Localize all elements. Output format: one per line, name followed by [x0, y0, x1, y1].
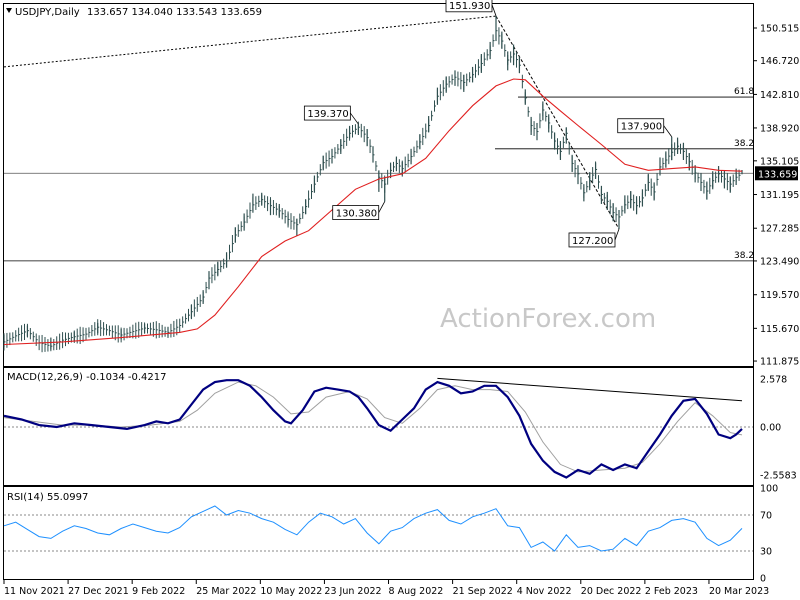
- annotation-label: 127.200: [572, 236, 613, 247]
- price-tick-label: 131.195: [760, 190, 799, 201]
- date-tick-label: 9 Feb 2022: [132, 586, 185, 597]
- annotation-label: 151.930: [449, 1, 490, 12]
- annotation-label: 137.900: [621, 122, 662, 133]
- date-tick-label: 4 Nov 2022: [517, 586, 572, 597]
- rsi-tick-label: 0: [760, 574, 766, 585]
- fib-level-label: 38.2: [734, 139, 754, 149]
- symbol-label: USDJPY,Daily: [15, 7, 80, 18]
- date-tick-label: 20 Mar 2023: [709, 586, 769, 597]
- date-x-axis: 11 Nov 2021 27 Dec 2021 9 Feb 2022 25 Mar 2…: [3, 580, 769, 597]
- date-tick-label: 25 Mar 2022: [196, 586, 256, 597]
- price-tick-label: 127.285: [760, 224, 799, 235]
- macd-indicator: 2.578 0.00 -2.5583: [3, 374, 797, 481]
- fib-level-label: 61.8: [734, 87, 754, 97]
- annotation-pointer: [663, 125, 673, 137]
- rsi-tick-label: 100: [760, 484, 778, 495]
- macd-tick-label: -2.5583: [760, 470, 797, 481]
- date-tick-label: 2 Feb 2023: [645, 586, 698, 597]
- last-price-label: 133.659: [758, 169, 797, 180]
- long-term-trendline: [3, 15, 497, 68]
- price-tick-label: 138.920: [760, 123, 799, 134]
- date-tick-label: 20 Dec 2022: [581, 586, 642, 597]
- date-tick-label: 8 Aug 2022: [389, 586, 444, 597]
- price-tick-label: 146.720: [760, 56, 799, 67]
- macd-trendline: [437, 377, 743, 402]
- annotation-pointer: [491, 4, 497, 16]
- rsi-title: RSI(14) 55.0997: [7, 492, 88, 503]
- macd-tick-label: 0.00: [760, 423, 781, 434]
- last-price-tag: 133.659: [755, 166, 798, 181]
- macd-line: [3, 379, 743, 479]
- rsi-indicator: 100 70 30 0: [3, 484, 778, 585]
- price-tick-label: 135.105: [760, 156, 799, 167]
- collapse-arrow-icon[interactable]: [6, 8, 12, 13]
- date-tick-label: 10 May 2022: [260, 586, 322, 597]
- moving-average-line: [3, 78, 743, 346]
- macd-panel-frame: [3, 367, 754, 486]
- price-tick-label: 111.875: [760, 357, 799, 368]
- date-tick-label: 11 Nov 2021: [4, 586, 65, 597]
- watermark: ActionForex.com: [440, 304, 656, 334]
- annotation-pointer: [350, 112, 359, 125]
- price-tick-label: 142.810: [760, 90, 799, 101]
- price-y-axis: 150.515 146.720 142.810 138.920 135.105 131.1…: [753, 24, 799, 368]
- date-tick-label: 21 Sep 2022: [453, 586, 513, 597]
- price-tick-label: 115.670: [760, 324, 799, 335]
- macd-title: MACD(12,26,9) -0.1034 -0.4217: [7, 372, 167, 383]
- price-panel-frame: [3, 3, 754, 367]
- macd-tick-label: 2.578: [760, 374, 787, 385]
- annotation-label: 130.380: [336, 209, 377, 220]
- moving-average: [3, 78, 743, 346]
- date-tick-label: 23 Jun 2022: [324, 586, 381, 597]
- price-tick-label: 119.570: [760, 290, 799, 301]
- rsi-tick-label: 30: [760, 547, 772, 558]
- rsi-tick-label: 70: [760, 511, 772, 522]
- price-bars: [3, 15, 743, 353]
- horizontal-levels: 61.8 38.2 38.2: [4, 87, 754, 262]
- annotation-pointer: [614, 228, 620, 241]
- annotation-pointer: [378, 201, 386, 213]
- ohlc-values: 133.657 134.040 133.543 133.659: [87, 7, 262, 18]
- rsi-panel-frame: [3, 486, 754, 580]
- rsi-line: [3, 505, 743, 552]
- annotation-label: 139.370: [307, 109, 348, 120]
- price-annotations: 151.930 139.370 130.380 137.900 127.200: [303, 0, 673, 248]
- fib-level-label: 38.2: [734, 251, 754, 261]
- price-tick-label: 123.490: [760, 256, 799, 267]
- price-tick-label: 150.515: [760, 24, 799, 35]
- fall-trendline: [495, 15, 620, 230]
- date-tick-label: 27 Dec 2021: [68, 586, 129, 597]
- last-price-box: [755, 166, 798, 181]
